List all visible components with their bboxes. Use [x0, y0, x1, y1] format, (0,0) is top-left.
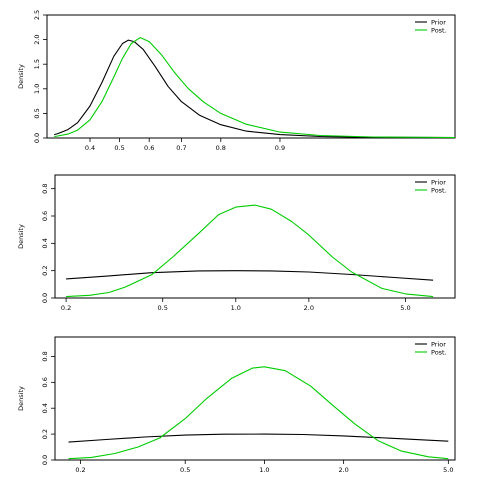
x-tick-label: 2.0: [304, 304, 314, 312]
plot-frame: [54, 336, 456, 461]
chart-panel-1: 0.40.50.60.70.80.91.00.00.51.01.52.02.5D…: [17, 10, 456, 152]
x-tick-label: 0.8: [216, 144, 226, 152]
x-tick-label: 2.0: [338, 466, 348, 474]
x-tick-label: 0.6: [144, 144, 154, 152]
y-tick-label: 2.5: [33, 10, 41, 20]
legend-label: Post.: [431, 186, 447, 194]
y-tick-label: 0.2: [41, 265, 49, 275]
x-tick-label: 5.0: [400, 304, 410, 312]
y-tick-label: 0.6: [41, 211, 49, 221]
chart-panel-3: 0.2 0.5 1.0 2.0 5.0 0.0 0.2 0.4 0.6 0.8 Density Pri…: [17, 336, 456, 474]
chart-panel-2: 0.2 0.5 1.0 2.0 5.0 0.0 0.2 0.4 0.6 0.8 Density Pri…: [17, 174, 456, 312]
y-axis-title: Density: [17, 386, 25, 411]
legend-label: Post.: [431, 348, 447, 356]
y-tick-label: 0.8: [41, 183, 49, 193]
x-tick-label: 0.9: [275, 144, 285, 152]
y-tick-label: 0.0: [33, 133, 41, 143]
y-tick-label: 0.4: [41, 238, 49, 248]
series-line-post: [68, 366, 449, 460]
y-tick-label: 0.5: [33, 108, 41, 118]
x-tick-label: 1.0: [259, 466, 269, 474]
x-tick-label: 0.4: [85, 144, 95, 152]
y-tick-label: 2.0: [33, 34, 41, 44]
y-axis-title: Density: [17, 64, 25, 89]
x-tick-label: 0.5: [114, 144, 124, 152]
legend-label: Post.: [431, 26, 447, 34]
series-line-prior: [68, 433, 449, 443]
series-line-post: [66, 204, 434, 298]
legend-label: Prior: [431, 178, 446, 186]
series-line-prior: [54, 39, 456, 139]
x-tick-label: 0.5: [180, 466, 190, 474]
x-tick-label: 5.0: [443, 466, 453, 474]
y-tick-label: 1.0: [33, 84, 41, 94]
plot-frame: [46, 14, 456, 139]
y-tick-label: 0.4: [41, 403, 49, 413]
y-tick-label: 0.0: [41, 455, 49, 465]
y-axis-title: Density: [17, 224, 25, 249]
x-tick-label: 1.0: [231, 304, 241, 312]
legend-label: Prior: [431, 340, 446, 348]
series-line-prior: [66, 270, 434, 281]
y-tick-label: 0.0: [41, 293, 49, 303]
y-tick-label: 0.6: [41, 377, 49, 387]
y-tick-label: 0.8: [41, 351, 49, 361]
x-tick-label: 0.7: [176, 144, 186, 152]
plot-frame: [54, 174, 456, 299]
y-tick-label: 1.5: [33, 59, 41, 69]
x-tick-label: 0.2: [61, 304, 71, 312]
x-tick-label: 0.5: [158, 304, 168, 312]
x-tick-label: 0.2: [75, 466, 85, 474]
y-tick-label: 0.2: [41, 429, 49, 439]
series-line-post: [54, 37, 456, 139]
legend-label: Prior: [431, 18, 446, 26]
